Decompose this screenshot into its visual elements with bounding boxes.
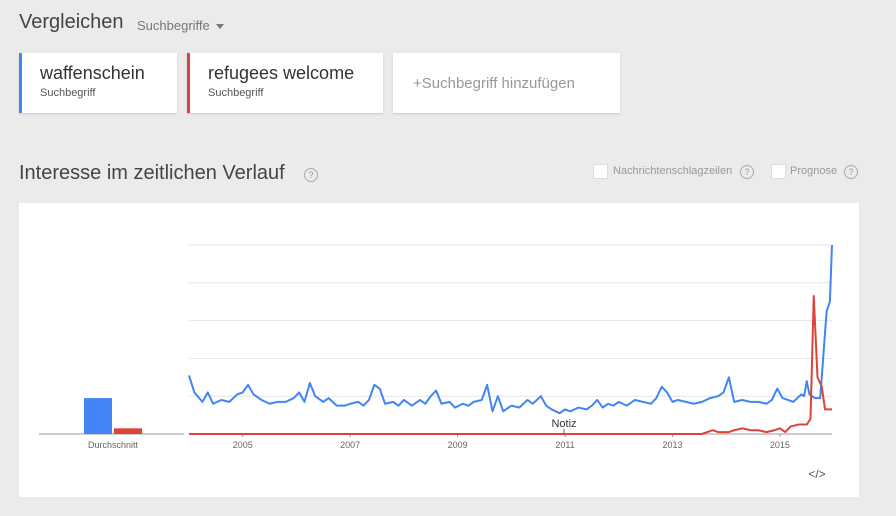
- annotation: Notiz: [551, 418, 576, 430]
- x-tick-label: 2007: [340, 440, 360, 450]
- x-tick-label: 2013: [662, 440, 682, 450]
- add-term-card[interactable]: +Suchbegriff hinzufügen: [393, 53, 620, 113]
- average-bar: [84, 398, 112, 434]
- term-subtitle: Suchbegriff: [40, 87, 96, 99]
- checkbox[interactable]: [593, 164, 608, 179]
- checkbox-label: Prognose: [790, 165, 838, 177]
- embed-icon[interactable]: </>: [808, 467, 825, 481]
- x-tick-label: 2009: [448, 440, 468, 450]
- average-label: Durchschnitt: [88, 440, 139, 450]
- x-tick-label: 2011: [555, 440, 574, 450]
- chart: 2005 2007 2009 2011 2013 2015 Durchschnitt Noti…: [19, 203, 859, 497]
- x-tick-label: 2005: [233, 440, 253, 450]
- x-tick-label: 2015: [770, 440, 790, 450]
- page-title: Vergleichen: [19, 11, 124, 33]
- add-term-label: +Suchbegriff hinzufügen: [413, 75, 575, 92]
- dropdown-label: Suchbegriffe: [137, 18, 210, 33]
- series-line: [189, 295, 832, 435]
- checkbox-label: Nachrichtenschlagzeilen: [613, 165, 733, 177]
- section-title: Interesse im zeitlichen Verlauf: [19, 162, 285, 184]
- term-card[interactable]: refugees welcome Suchbegriff: [187, 53, 383, 113]
- help-icon[interactable]: ?: [304, 168, 318, 182]
- term-subtitle: Suchbegriff: [208, 87, 264, 99]
- series-line: [188, 244, 833, 415]
- dropdown[interactable]: Suchbegriffe: [137, 18, 224, 33]
- term-name: waffenschein: [40, 63, 145, 83]
- help-icon[interactable]: ?: [740, 165, 754, 179]
- term-card[interactable]: waffenschein Suchbegriff: [19, 53, 177, 113]
- dropdown-arrow: [215, 24, 224, 30]
- help-icon[interactable]: ?: [844, 165, 858, 179]
- term-name: refugees welcome: [208, 63, 355, 83]
- checkbox[interactable]: [771, 164, 786, 179]
- average-bar: [114, 428, 142, 434]
